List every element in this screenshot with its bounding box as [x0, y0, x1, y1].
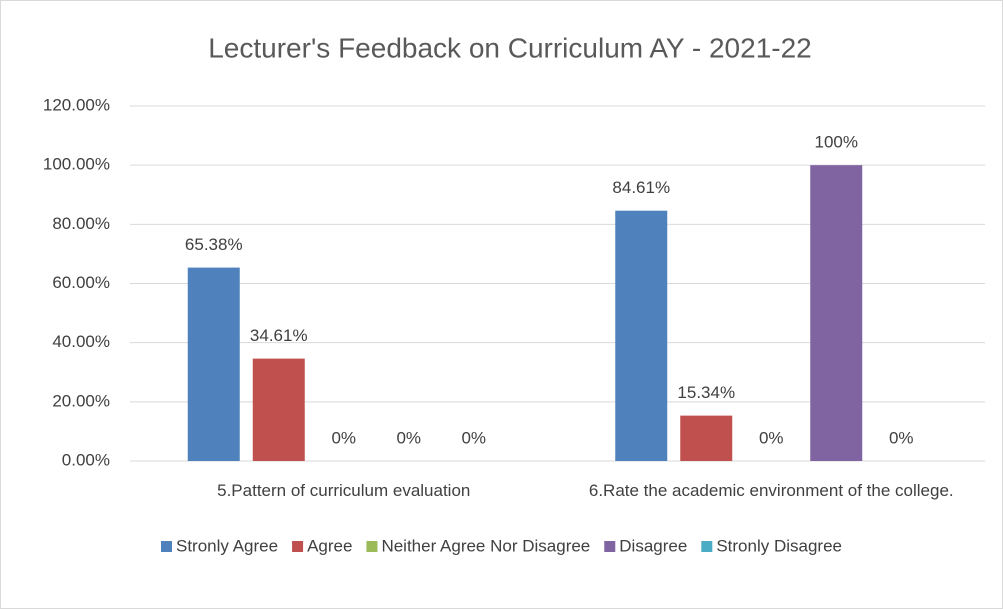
- legend-label: Stronly Agree: [176, 536, 278, 555]
- data-label: 0%: [759, 428, 784, 447]
- legend-swatch: [604, 541, 616, 552]
- data-label: 15.34%: [677, 383, 735, 402]
- legend-label: Disagree: [619, 536, 687, 555]
- bar: [187, 267, 240, 461]
- bar: [810, 165, 863, 461]
- data-label: 34.61%: [250, 326, 308, 345]
- y-tick-label: 40.00%: [52, 332, 110, 351]
- legend-swatch: [366, 541, 378, 552]
- y-tick-label: 80.00%: [52, 214, 110, 233]
- legend-label: Agree: [307, 536, 352, 555]
- data-label: 84.61%: [612, 178, 670, 197]
- data-label: 0%: [889, 428, 914, 447]
- bar: [680, 415, 733, 461]
- data-label: 0%: [331, 428, 356, 447]
- y-tick-label: 0.00%: [62, 450, 110, 469]
- y-tick-label: 60.00%: [52, 273, 110, 292]
- legend-swatch: [292, 541, 304, 552]
- x-tick-label: 6.Rate the academic environment of the c…: [589, 481, 954, 500]
- y-tick-label: 120.00%: [43, 95, 110, 114]
- x-tick-label: 5.Pattern of curriculum evaluation: [217, 481, 470, 500]
- data-label: 0%: [396, 428, 421, 447]
- bar: [615, 210, 668, 461]
- chart-title: Lecturer's Feedback on Curriculum AY - 2…: [208, 32, 812, 63]
- y-tick-label: 100.00%: [43, 155, 110, 174]
- data-label: 100%: [815, 133, 858, 152]
- legend-label: Stronly Disagree: [716, 536, 842, 555]
- legend-label: Neither Agree Nor Disagree: [381, 536, 590, 555]
- legend-swatch: [701, 541, 713, 552]
- y-tick-label: 20.00%: [52, 391, 110, 410]
- data-label: 65.38%: [185, 235, 243, 254]
- legend-swatch: [161, 541, 173, 552]
- bar: [252, 358, 305, 461]
- data-label: 0%: [461, 428, 486, 447]
